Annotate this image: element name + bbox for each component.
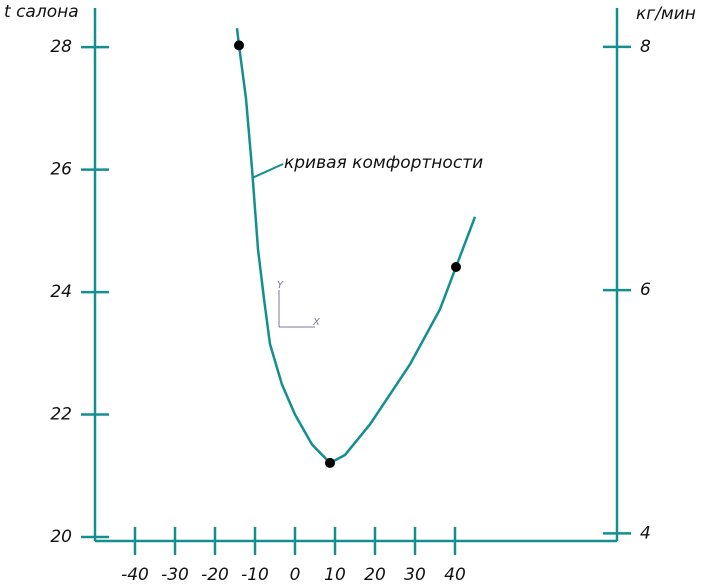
x-tick-label: 0 bbox=[290, 565, 301, 584]
ucs-label: X bbox=[312, 317, 321, 328]
x-tick-label: 40 bbox=[444, 565, 466, 584]
y-title: t салона bbox=[4, 2, 79, 22]
y-tick-label: 22 bbox=[50, 405, 72, 425]
x-tick-label: 20 bbox=[364, 565, 386, 584]
curve bbox=[235, 28, 477, 465]
point bbox=[234, 40, 244, 51]
y2-tick-label: 8 bbox=[640, 37, 651, 57]
point bbox=[451, 261, 461, 272]
y-tick-label: 24 bbox=[50, 282, 72, 302]
y-tick-label: 20 bbox=[50, 527, 72, 547]
ucs-icon bbox=[278, 290, 315, 328]
y2-tick-label: 4 bbox=[640, 523, 651, 543]
x-tick-label: -40 bbox=[121, 565, 149, 584]
point bbox=[325, 457, 335, 468]
y-tick-label: 26 bbox=[50, 160, 72, 180]
x-tick-label: -20 bbox=[201, 565, 229, 584]
x-tick-label: -30 bbox=[161, 565, 189, 584]
x-tick-label: 30 bbox=[404, 565, 426, 584]
x-tick-label: 10 bbox=[324, 565, 346, 584]
leader-line bbox=[251, 163, 284, 179]
ucs-label: Y bbox=[277, 280, 284, 291]
y2-title: кг/мин bbox=[636, 4, 696, 24]
y-tick-label: 28 bbox=[50, 37, 72, 57]
annotation: кривая комфортности bbox=[284, 153, 483, 173]
y2-tick-label: 6 bbox=[640, 280, 651, 300]
x-tick-label: -10 bbox=[241, 565, 269, 584]
